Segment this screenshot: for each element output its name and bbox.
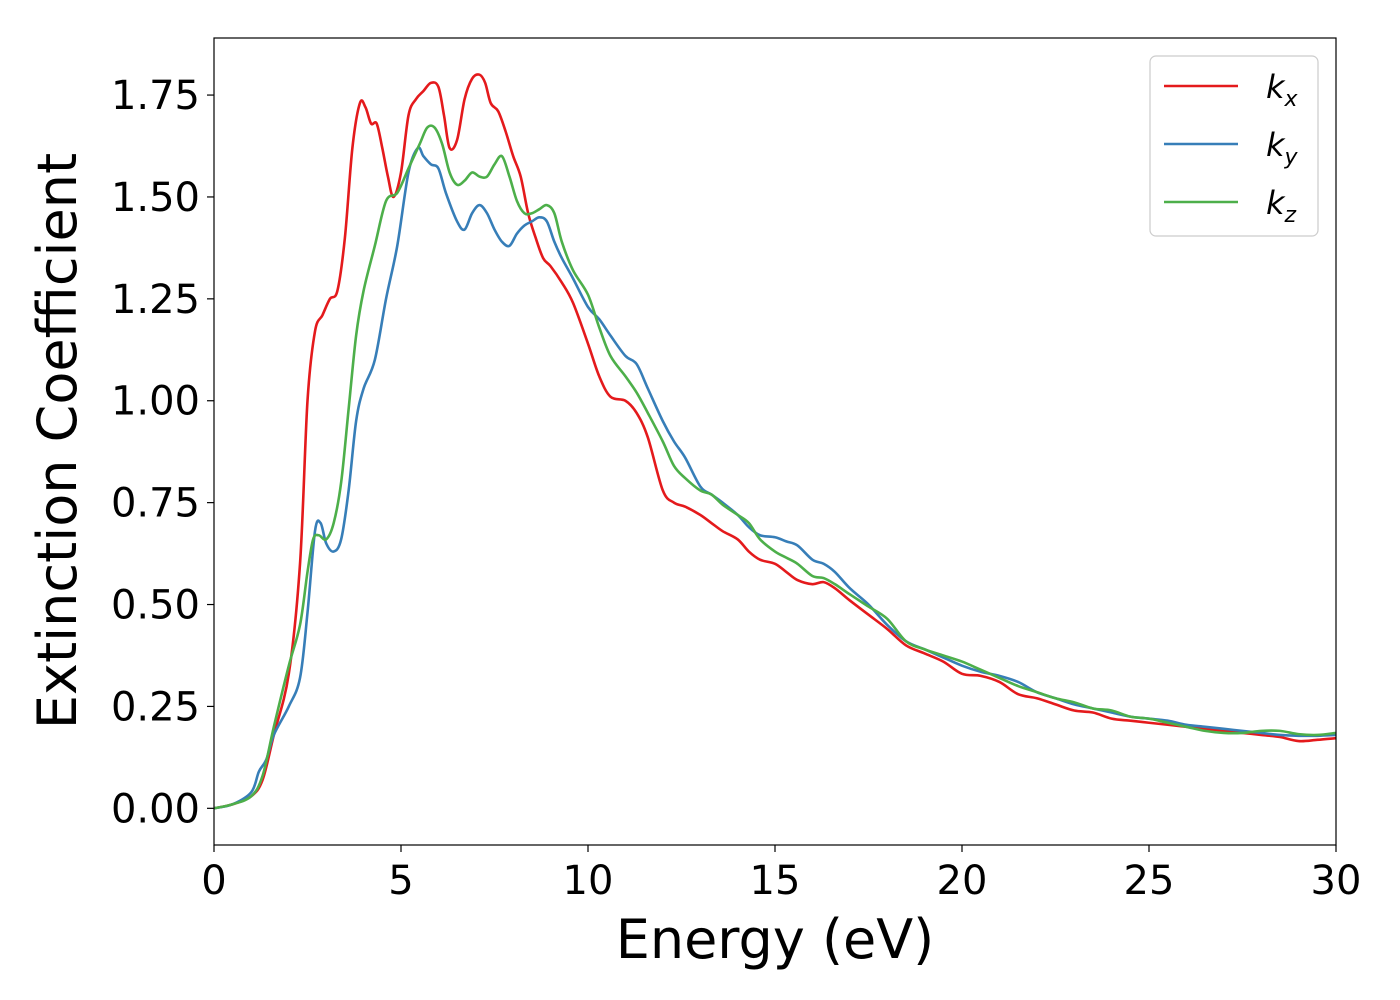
x-tick-label: 15 [750, 858, 801, 904]
legend-box [1149, 55, 1319, 237]
y-tick-label: 0.50 [111, 583, 200, 629]
y-axis-label: Extinction Coefficient [26, 153, 89, 729]
legend-symbol: k [1266, 126, 1286, 164]
y-tick-label: 1.00 [111, 379, 200, 425]
y-tick-label: 1.50 [111, 175, 200, 221]
legend-subscript: x [1284, 87, 1299, 112]
legend-symbol: k [1266, 184, 1286, 222]
y-axis: 0.00 0.25 0.50 0.75 1.00 1.25 1.50 1.75 [111, 73, 214, 832]
x-tick-label: 10 [563, 858, 614, 904]
legend-label-kz: kz [1266, 184, 1297, 228]
x-tick-label: 25 [1124, 858, 1175, 904]
y-tick-label: 1.25 [111, 277, 200, 323]
y-tick-label: 0.25 [111, 684, 200, 730]
legend-subscript: y [1284, 145, 1299, 170]
series-line-kx [214, 73, 1336, 810]
x-axis: 0 5 10 15 20 25 30 [201, 845, 1361, 904]
legend-symbol: k [1266, 68, 1286, 106]
y-tick-label: 1.75 [111, 73, 200, 119]
series-line-kz [214, 124, 1336, 810]
x-tick-label: 0 [201, 858, 226, 904]
x-axis-label: Energy (eV) [616, 908, 935, 971]
series-line-ky [214, 146, 1336, 810]
x-tick-label: 30 [1311, 858, 1362, 904]
series-layer [214, 73, 1336, 810]
x-tick-label: 20 [937, 858, 988, 904]
legend-subscript: z [1284, 203, 1297, 228]
y-tick-label: 0.75 [111, 481, 200, 527]
legend-label-ky: ky [1266, 126, 1299, 170]
y-tick-label: 0.00 [111, 786, 200, 832]
x-tick-label: 5 [388, 858, 413, 904]
legend-label-kx: kx [1266, 68, 1299, 112]
